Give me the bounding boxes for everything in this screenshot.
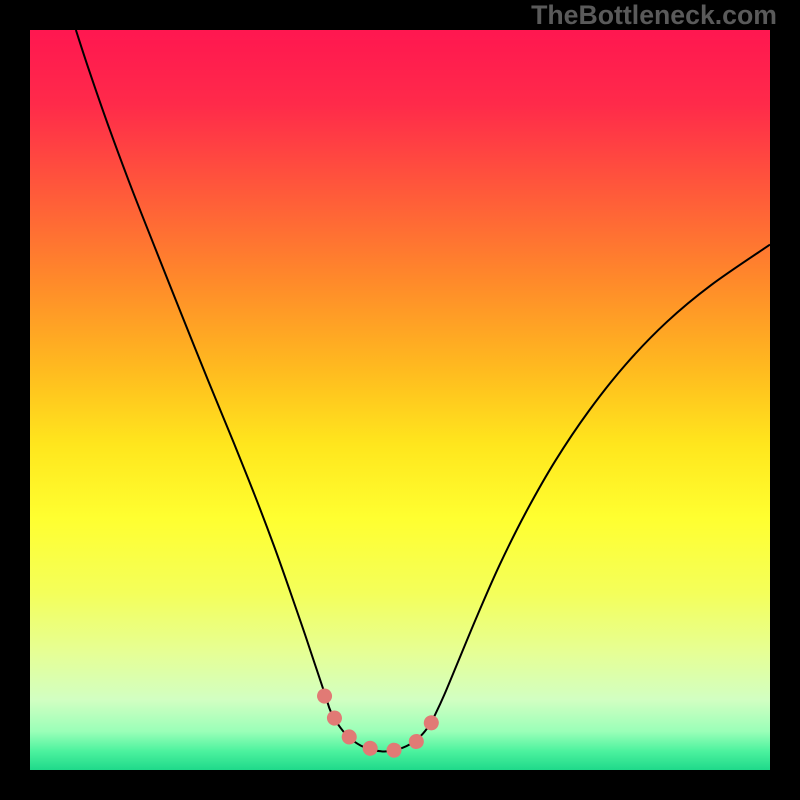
- chart-stage: TheBottleneck.com: [0, 0, 800, 800]
- watermark-text: TheBottleneck.com: [531, 0, 777, 31]
- bottleneck-chart-svg: [0, 0, 800, 800]
